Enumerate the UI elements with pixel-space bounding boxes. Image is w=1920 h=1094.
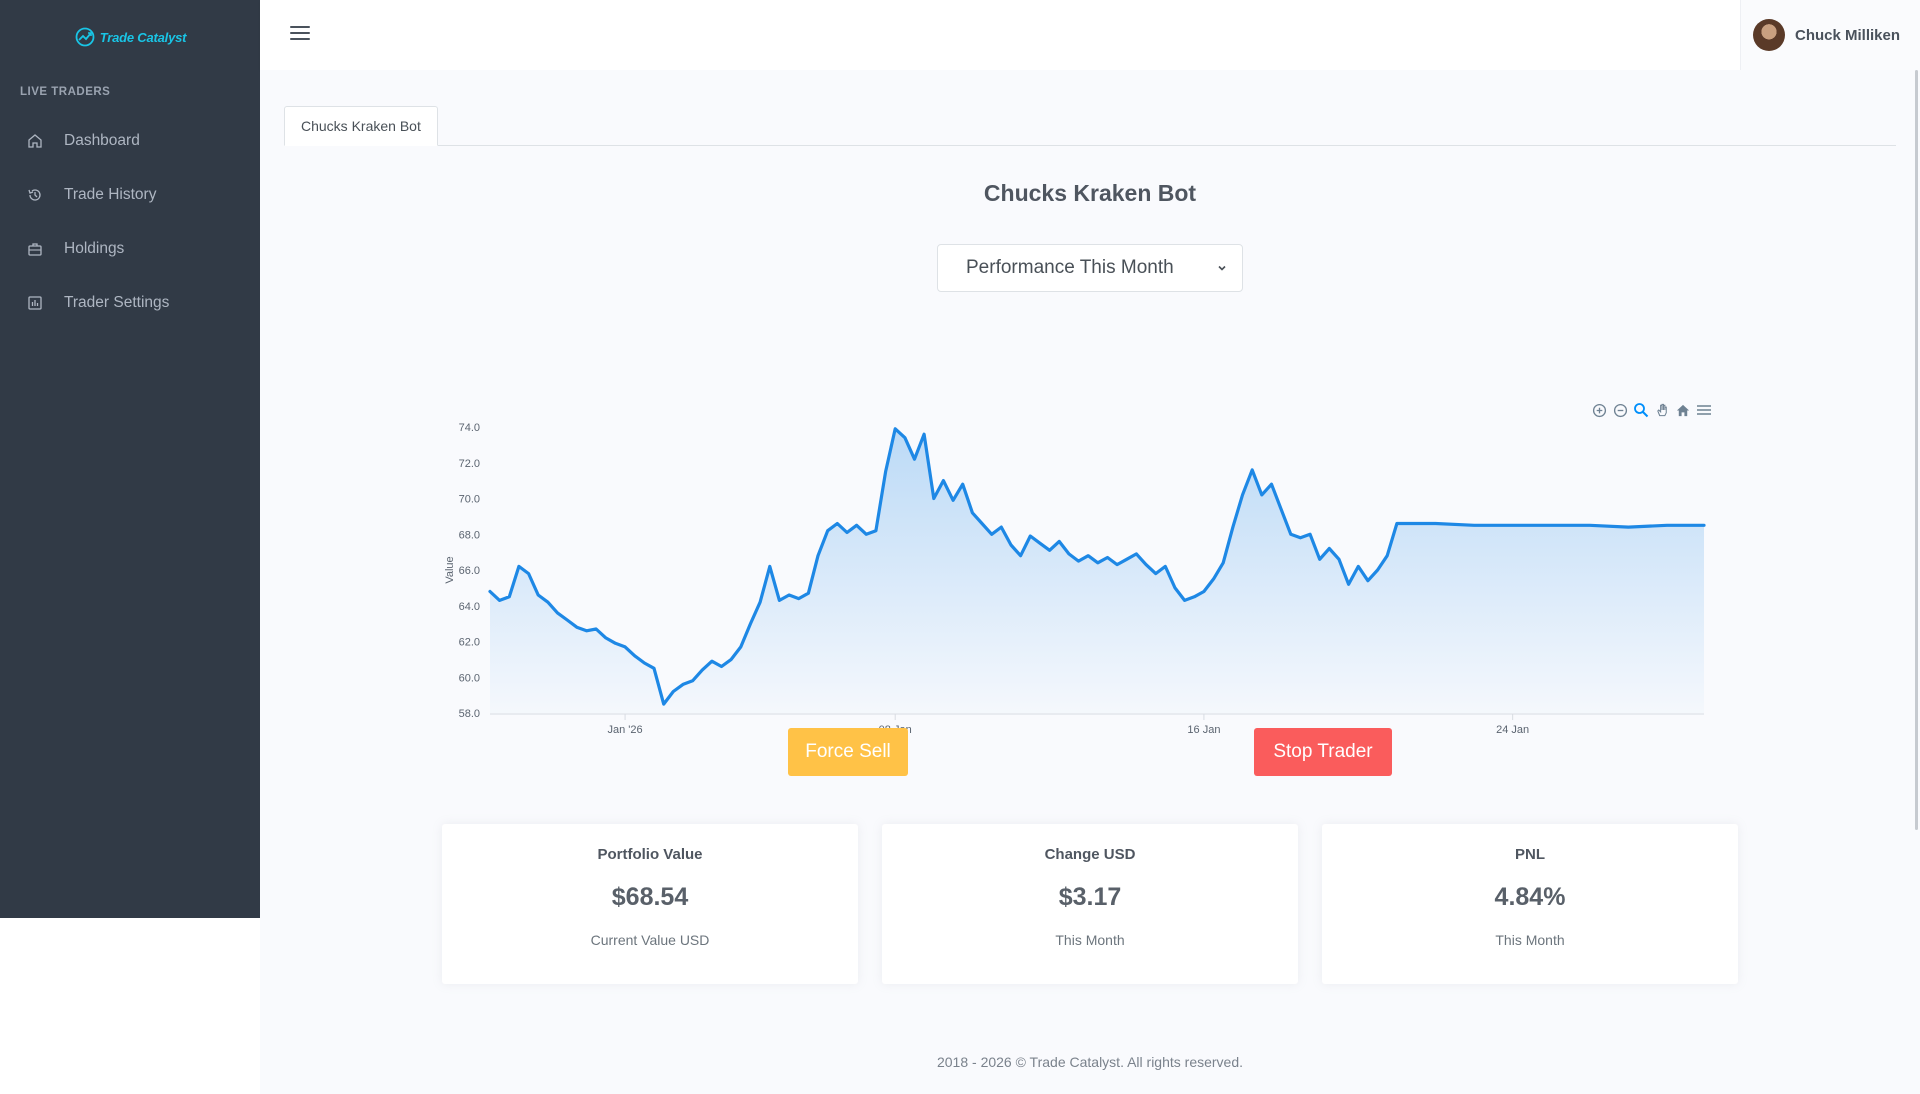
y-tick-label: 68.0 [459,529,480,541]
user-name: Chuck Milliken [1795,26,1901,44]
y-tick-label: 60.0 [459,672,480,684]
performance-chart[interactable]: 74.0 72.0 70.0 68.0 66.0 64.0 62.0 60.0 58.0 Valu… [440,330,1720,750]
series-line [488,427,1706,706]
briefcase-icon [26,240,44,258]
topbar: Chuck Milliken [260,0,1920,70]
x-tick-label: Jan '26 [607,724,642,736]
stat-card-change-usd: Change USD $3.17 This Month [882,824,1298,984]
page-title: Chucks Kraken Bot [983,180,1197,206]
force-sell-button[interactable]: Force Sell [788,728,908,776]
scrollbar[interactable] [1915,70,1918,830]
stop-trader-button[interactable]: Stop Trader [1254,728,1392,776]
zoom-in-icon[interactable] [1591,402,1607,418]
y-tick-label: 72.0 [459,458,480,470]
period-select[interactable]: Performance This Month [937,244,1243,292]
period-select-value: Performance This Month [966,257,1174,278]
sidebar-item-trade-history[interactable]: Trade History [0,168,260,222]
y-tick-label: 64.0 [459,601,480,613]
globe-arrow-icon [75,27,95,47]
stat-subtitle: This Month [1055,932,1125,948]
stat-card-portfolio-value: Portfolio Value $68.54 Current Value USD [442,824,858,984]
y-tick-label: 58.0 [459,708,480,720]
avatar [1753,19,1785,51]
tab-bar: Chucks Kraken Bot [284,106,1896,146]
menu-toggle-icon[interactable] [290,26,310,42]
sidebar-item-holdings[interactable]: Holdings [0,222,260,276]
main-content: Chucks Kraken Bot Chucks Kraken Bot Perf… [260,70,1920,1094]
magnifier-icon[interactable] [1633,402,1649,418]
y-tick-label: 70.0 [459,494,480,506]
chart-toolbar [1591,402,1712,418]
chart-svg: 74.0 72.0 70.0 68.0 66.0 64.0 62.0 60.0 58.0 Valu… [444,422,1706,736]
y-axis-label: Value [444,556,456,583]
history-icon [26,186,44,204]
stat-subtitle: Current Value USD [590,932,710,948]
x-tick-label: 24 Jan [1496,724,1529,736]
stat-title: Portfolio Value [597,846,703,863]
stat-title: Change USD [1044,846,1136,863]
sidebar-item-trader-settings[interactable]: Trader Settings [0,276,260,330]
home-icon [26,132,44,150]
brand-logo[interactable]: Trade Catalyst [74,26,187,48]
x-tick-label: 16 Jan [1187,724,1220,736]
chevron-down-icon [1218,265,1226,271]
footer-copyright: 2018 - 2026 © Trade Catalyst. All rights… [936,1054,1244,1070]
sidebar-section-title: LIVE TRADERS [20,86,111,98]
pan-hand-icon[interactable] [1654,402,1670,418]
brand[interactable]: Trade Catalyst [0,0,260,74]
stat-value: 4.84% [1494,883,1566,911]
home-reset-icon[interactable] [1675,402,1691,418]
stat-value: $3.17 [1058,883,1122,911]
stat-subtitle: This Month [1495,932,1565,948]
stat-card-pnl: PNL 4.84% This Month [1322,824,1738,984]
series-area [490,428,1704,713]
brand-name: Trade Catalyst [99,29,187,45]
sidebar-item-label: Trader Settings [64,294,170,311]
user-menu[interactable]: Chuck Milliken [1740,0,1920,70]
zoom-out-icon[interactable] [1612,402,1628,418]
tab-chucks-kraken-bot[interactable]: Chucks Kraken Bot [284,106,438,146]
sidebar-item-dashboard[interactable]: Dashboard [0,114,260,168]
y-tick-label: 74.0 [459,422,480,434]
stat-title: PNL [1515,846,1545,863]
menu-icon[interactable] [1696,402,1712,418]
sidebar-item-label: Holdings [64,240,125,257]
bar-chart-icon [26,294,44,312]
y-tick-label: 66.0 [459,565,480,577]
sidebar-item-label: Trade History [64,186,157,203]
sidebar: Trade Catalyst LIVE TRADERS Dashboard Tr… [0,0,260,918]
y-tick-label: 62.0 [459,637,480,649]
stat-value: $68.54 [611,883,689,911]
sidebar-item-label: Dashboard [64,132,140,149]
